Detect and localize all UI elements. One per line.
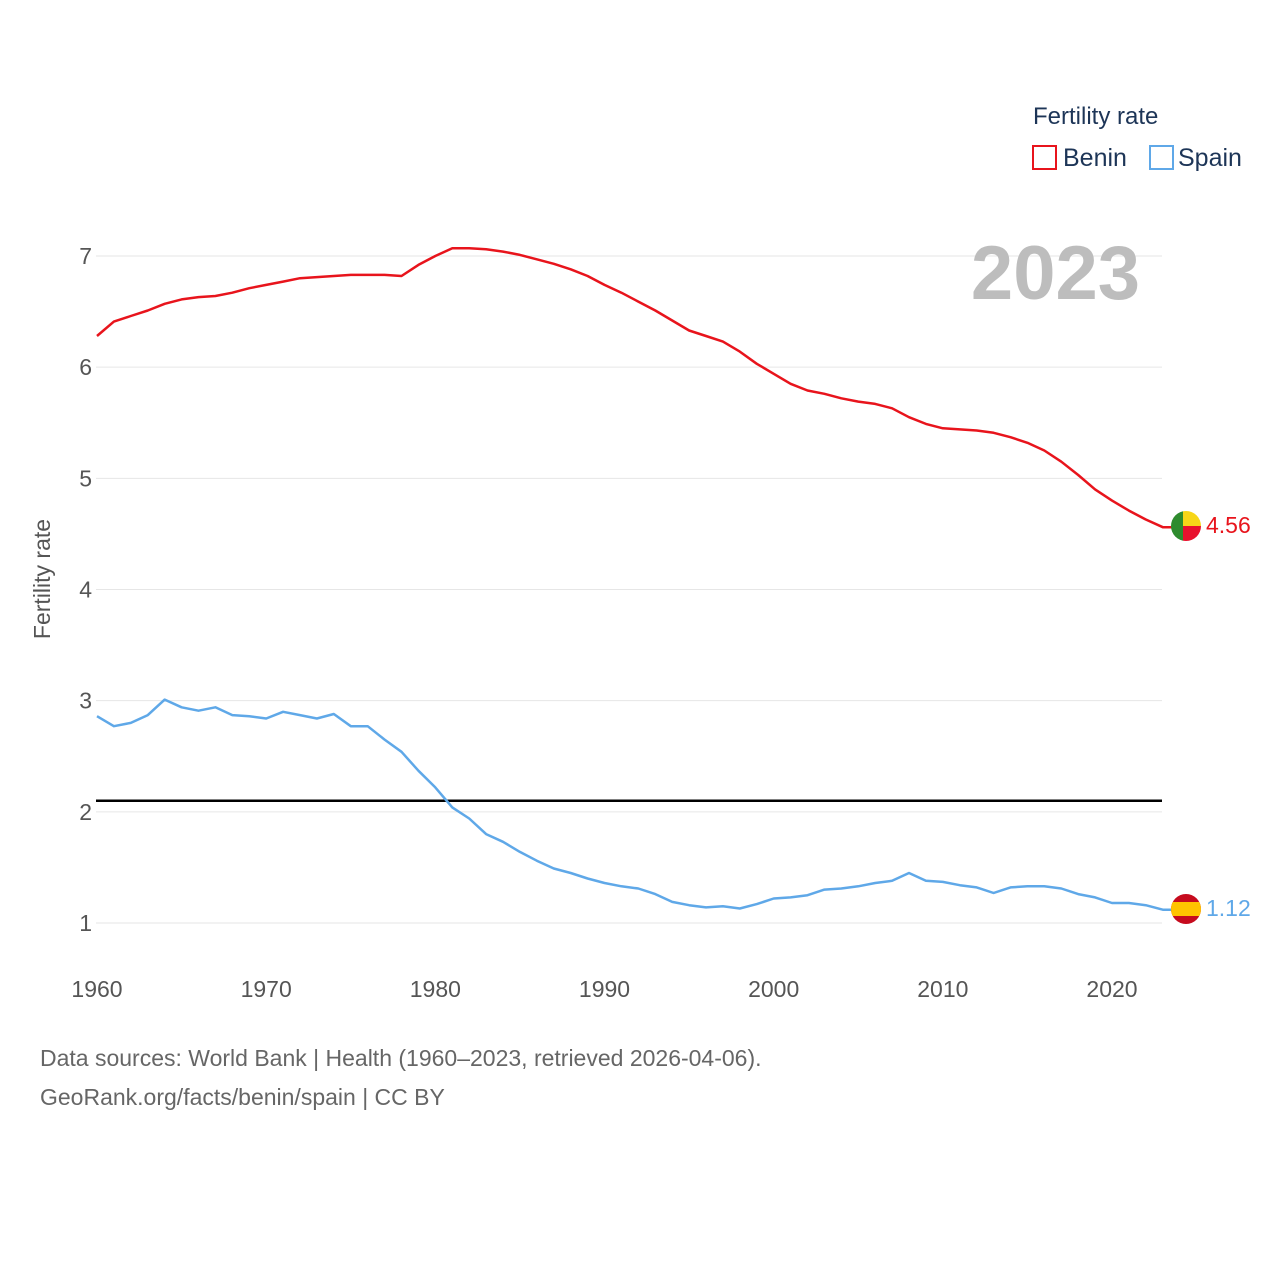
legend-swatch-spain — [1149, 145, 1174, 170]
x-tick-label: 2010 — [917, 976, 968, 1002]
x-tick-label: 1970 — [241, 976, 292, 1002]
legend-item-benin[interactable]: Benin — [1032, 144, 1127, 172]
x-tick-label: 1960 — [71, 976, 122, 1002]
y-tick-label: 2 — [79, 799, 92, 825]
end-value-label-benin: 4.56 — [1206, 512, 1251, 538]
y-tick-label: 6 — [79, 354, 92, 380]
x-tick-label: 1990 — [579, 976, 630, 1002]
x-tick-label: 2020 — [1086, 976, 1137, 1002]
y-tick-label: 1 — [79, 910, 92, 936]
legend-swatch-benin — [1032, 145, 1057, 170]
y-tick-label: 3 — [79, 688, 92, 714]
y-axis-title: Fertility rate — [29, 519, 55, 639]
y-tick-label: 7 — [79, 243, 92, 269]
y-tick-labels: 1 2 3 4 5 6 7 — [79, 243, 92, 936]
x-tick-labels: 1960 1970 1980 1990 2000 2010 2020 — [71, 976, 1137, 1002]
y-tick-label: 5 — [79, 465, 92, 491]
benin-flag-icon — [1171, 511, 1201, 541]
legend-title: Fertility rate — [1033, 103, 1158, 130]
legend-item-spain[interactable]: Spain — [1149, 144, 1242, 172]
y-gridlines — [96, 255, 1162, 924]
data-source-note: Data sources: World Bank | Health (1960–… — [40, 1045, 762, 1071]
series-line-spain — [96, 698, 1172, 911]
x-tick-label: 1980 — [410, 976, 461, 1002]
legend-label-spain: Spain — [1178, 144, 1242, 172]
y-tick-label: 4 — [79, 577, 92, 603]
x-tick-label: 2000 — [748, 976, 799, 1002]
spain-flag-icon — [1171, 894, 1201, 924]
end-value-label-spain: 1.12 — [1206, 895, 1251, 921]
year-label: 2023 — [971, 231, 1140, 316]
series-line-benin — [96, 246, 1172, 529]
source-url: GeoRank.org/facts/benin/spain | CC BY — [40, 1084, 445, 1110]
legend-label-benin: Benin — [1063, 144, 1127, 172]
legend: Fertility rate Benin Spain — [1032, 103, 1242, 172]
series-lines — [96, 246, 1172, 911]
